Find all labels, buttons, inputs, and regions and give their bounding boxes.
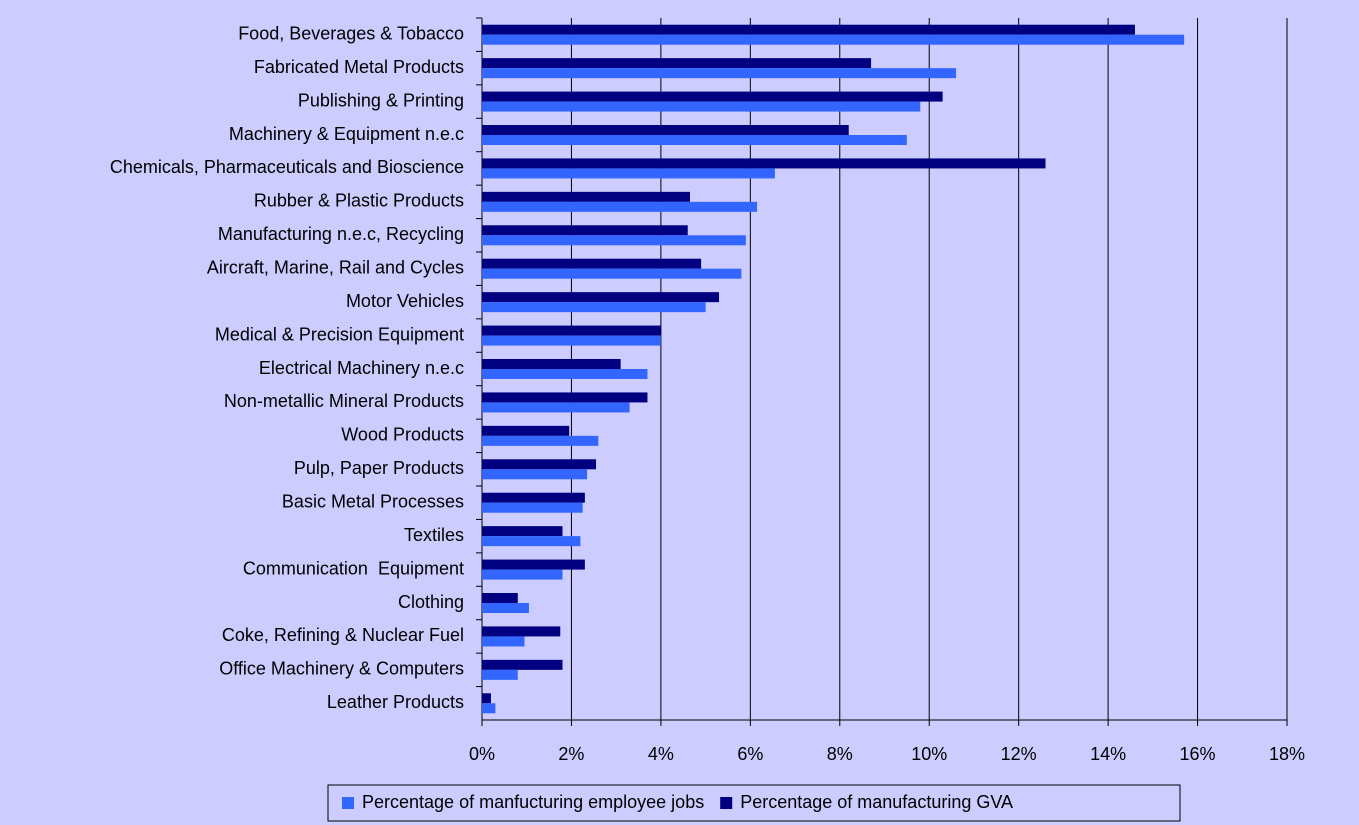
x-tick-label: 4%: [648, 744, 674, 764]
legend-label: Percentage of manfucturing employee jobs: [362, 792, 704, 812]
legend: [327, 784, 1181, 822]
y-tick-label: Textiles: [404, 525, 464, 545]
y-tick-label: Medical & Precision Equipment: [215, 324, 464, 344]
y-tick-label: Basic Metal Processes: [282, 491, 464, 511]
bar: [482, 335, 661, 346]
bar: [482, 425, 570, 436]
bar: [482, 469, 588, 480]
y-tick-label: Motor Vehicles: [346, 291, 464, 311]
x-tick-label: 8%: [827, 744, 853, 764]
y-tick-label: Rubber & Plastic Products: [254, 191, 464, 211]
bar: [482, 603, 529, 613]
y-tick-label: Aircraft, Marine, Rail and Cycles: [207, 257, 464, 277]
y-tick-label: Pulp, Paper Products: [294, 458, 464, 478]
bar: [482, 459, 597, 470]
y-tick-label: Wood Products: [341, 425, 464, 445]
bar: [482, 24, 1135, 35]
y-tick-label: Publishing & Printing: [298, 90, 464, 110]
bar: [482, 158, 1046, 169]
legend-swatch: [720, 797, 733, 809]
y-tick-label: Office Machinery & Computers: [219, 659, 464, 679]
bar: [482, 125, 849, 135]
bar: [482, 693, 491, 704]
bar: [482, 68, 957, 79]
bar: [482, 435, 599, 446]
bar: [482, 302, 706, 313]
bar: [482, 201, 758, 212]
bar: [482, 268, 742, 279]
bar: [482, 569, 563, 580]
legend-label: Percentage of manufacturing GVA: [740, 792, 1013, 812]
bar: [482, 58, 872, 69]
bar: [482, 492, 585, 503]
y-tick-label: Food, Beverages & Tobacco: [238, 23, 464, 43]
y-tick-label: Manufacturing n.e.c, Recycling: [218, 224, 464, 244]
bar: [482, 536, 581, 547]
bar: [482, 258, 702, 269]
bar: [482, 235, 746, 246]
bar: [482, 191, 690, 202]
bar: [482, 91, 943, 102]
x-tick-label: 12%: [1001, 744, 1037, 764]
x-tick-label: 16%: [1180, 744, 1216, 764]
y-tick-label: Electrical Machinery n.e.c: [259, 358, 464, 378]
bar: [482, 659, 563, 670]
y-tick-label: Communication Equipment: [243, 558, 464, 578]
x-tick-label: 2%: [558, 744, 584, 764]
bar: [482, 101, 921, 112]
bar: [482, 135, 907, 145]
y-tick-label: Non-metallic Mineral Products: [224, 391, 464, 411]
y-tick-label: Machinery & Equipment n.e.c: [229, 124, 464, 144]
y-tick-label: Coke, Refining & Nuclear Fuel: [222, 625, 464, 645]
bar: [482, 34, 1185, 45]
y-tick-label: Chemicals, Pharmaceuticals and Bioscienc…: [110, 157, 464, 177]
y-tick-label: Leather Products: [327, 692, 464, 712]
bar: [482, 636, 525, 647]
bar: [482, 369, 648, 379]
x-tick-label: 0%: [469, 744, 495, 764]
x-tick-label: 10%: [911, 744, 947, 764]
x-tick-label: 14%: [1090, 744, 1126, 764]
bar: [482, 402, 630, 413]
bar: [482, 669, 518, 680]
bar: [482, 626, 561, 637]
bar: [482, 502, 583, 513]
bar: [482, 593, 518, 603]
x-tick-label: 6%: [737, 744, 763, 764]
bar: [482, 703, 496, 714]
bar: [482, 325, 661, 336]
bar: [482, 359, 621, 369]
y-tick-label: Fabricated Metal Products: [254, 57, 464, 77]
bar: [482, 225, 688, 236]
bar: [482, 168, 775, 179]
bar: [482, 292, 720, 303]
bar: [482, 392, 648, 403]
y-tick-label: Clothing: [398, 592, 464, 612]
bar: [482, 526, 563, 537]
legend-swatch: [342, 797, 354, 809]
bar: [482, 559, 585, 570]
x-tick-label: 18%: [1269, 744, 1305, 764]
